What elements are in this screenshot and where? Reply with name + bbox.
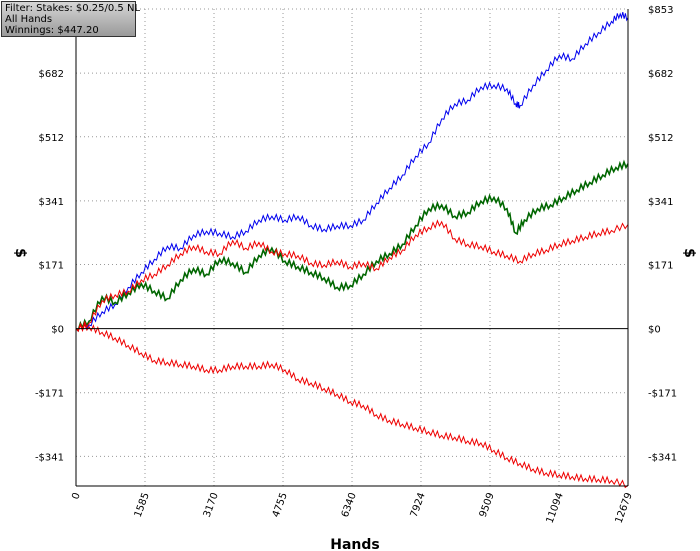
x-axis-title: Hands [330, 537, 380, 551]
filter-stakes-text: Filter: Stakes: $0.25/0.5 NL [5, 3, 141, 14]
y-axis-title-right: $ [681, 248, 697, 258]
filter-winnings-text: Winnings: $447.20 [5, 25, 99, 36]
x-tick-label: 9509 [478, 491, 497, 519]
series-line-4 [75, 322, 629, 489]
filter-info-box: Filter: Stakes: $0.25/0.5 NL All Hands W… [1, 1, 141, 37]
y-tick-label-right: $682 [648, 69, 673, 80]
filter-hands-text: All Hands [5, 14, 53, 25]
series-line-2 [75, 159, 629, 332]
y-tick-label-right: -$341 [648, 452, 677, 463]
x-tick-label: 11094 [545, 491, 566, 525]
y-tick-label-left: $512 [39, 133, 64, 144]
y-tick-label-right: $853 [648, 5, 673, 16]
y-tick-label-left: -$171 [35, 389, 64, 400]
x-tick-label: 0 [70, 491, 83, 501]
x-tick-label: 7924 [409, 491, 428, 519]
y-tick-label-right: $341 [648, 197, 673, 208]
y-tick-label-left: $0 [51, 325, 64, 336]
x-tick-label: 12679 [614, 491, 635, 525]
y-tick-label-left: $682 [39, 69, 64, 80]
axes [75, 9, 629, 487]
y-tick-label-left: $341 [39, 197, 64, 208]
y-tick-label-left: $171 [39, 261, 64, 272]
grid [75, 8, 629, 486]
x-tick-label: 6340 [340, 491, 359, 519]
y-tick-labels: $853$853$682$682$512$512$341$341$171$171… [35, 5, 677, 463]
series-line-3 [75, 219, 629, 332]
y-axis-title-left: $ [12, 248, 28, 258]
y-tick-label-right: $0 [648, 325, 661, 336]
y-tick-label-right: $512 [648, 133, 673, 144]
x-tick-label: 3170 [202, 491, 221, 519]
y-tick-label-right: $171 [648, 261, 673, 272]
y-tick-label-left: -$341 [35, 452, 64, 463]
x-tick-labels: 0 1585 3170 4755 6340 7924 9509 11094 12679 [70, 491, 635, 525]
y-tick-label-right: -$171 [648, 389, 677, 400]
series-lines [75, 11, 629, 489]
series-line-1 [75, 11, 629, 332]
x-tick-label: 4755 [271, 491, 290, 519]
x-tick-label: 1585 [133, 491, 152, 519]
